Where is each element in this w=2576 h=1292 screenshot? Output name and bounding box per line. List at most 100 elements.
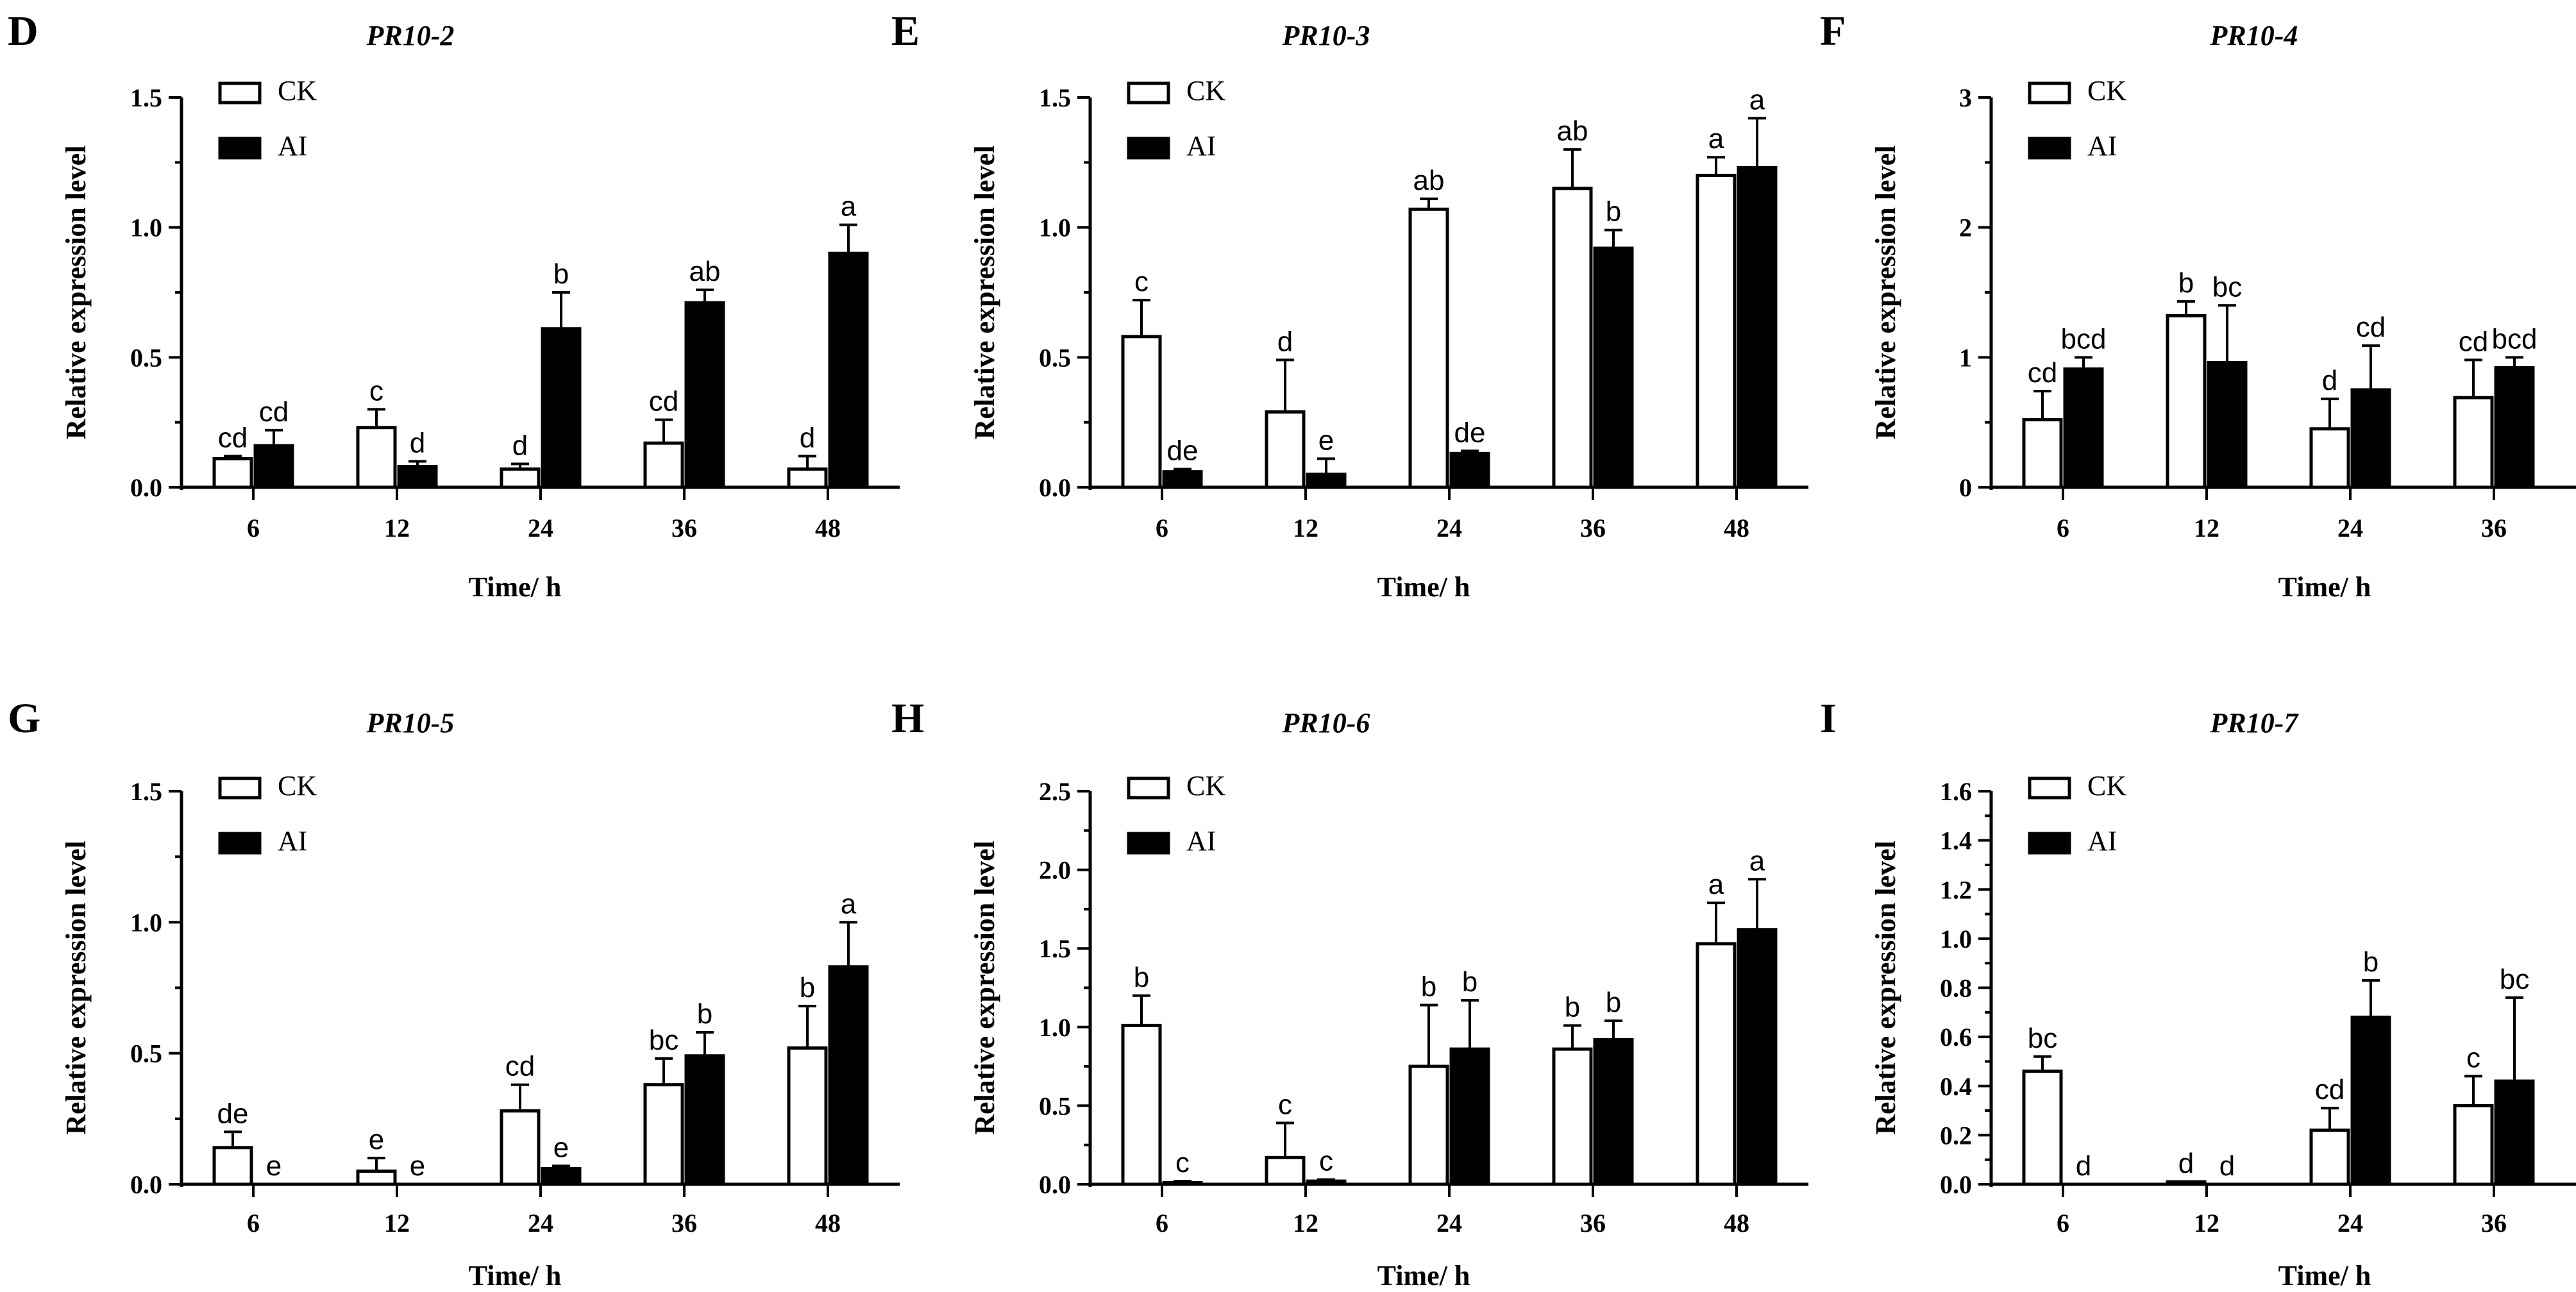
significance-label: b [553,258,569,290]
panel-letter: F [1820,8,1846,55]
bar-ai-24 [1449,451,1490,489]
bar-ai-6 [1162,1181,1203,1186]
significance-label: a [1708,123,1724,155]
bar-ai-36 [684,301,725,489]
x-tick-label: 12 [1293,1209,1318,1237]
significance-label: d [2178,1148,2194,1179]
bar-ck-36 [2453,1103,2494,1186]
bar-ck-12 [356,1170,397,1186]
legend-label: AI [2087,130,2117,162]
x-tick-label: 36 [1580,1209,1606,1237]
x-tick-label: 12 [2194,1209,2219,1237]
significance-label: bcd [2061,323,2107,355]
y-axis-title: Relative expression level [60,146,92,440]
x-tick-label: 12 [384,1209,410,1237]
bar-ck-12 [1265,410,1306,489]
legend-label: CK [2087,770,2126,801]
bar-ai-48 [828,965,869,1186]
panel-title: PR10-4 [2210,20,2298,51]
legend-swatch-ck [2028,81,2071,105]
significance-label: c [369,375,383,407]
x-tick-label: 6 [1156,1209,1168,1237]
significance-label: a [841,888,857,919]
y-tick-label: 0.8 [1940,974,1972,1003]
significance-label: e [1318,424,1334,456]
y-tick-label: 1 [1959,343,1972,372]
y-tick-label: 1.5 [1039,83,1071,112]
bar-ai-12 [1306,473,1347,489]
x-tick-label: 48 [1724,514,1749,542]
y-tick-label: 0.0 [1039,1170,1071,1199]
panel-title: PR10-5 [366,707,455,739]
panel-letter: I [1820,695,1837,742]
x-tick-label: 6 [2057,1209,2069,1237]
x-tick-label: 36 [2481,514,2507,542]
significance-label: b [697,998,712,1030]
significance-label: b [1606,196,1621,228]
significance-label: b [2178,267,2194,299]
legend-label: CK [2087,75,2126,106]
legend-swatch-ai [2028,832,2071,855]
y-tick-label: 0.4 [1940,1072,1972,1101]
y-tick-label: 0.0 [130,1170,162,1199]
bar-ck-6 [1121,335,1162,489]
y-tick-label: 0.6 [1940,1023,1972,1052]
x-axis-title: Time/ h [1377,571,1470,603]
significance-label: b [1565,991,1580,1023]
chart-panel-d: D PR10-2 0.0 0.5 1.0 1.5 6 12 24 36 48 Time/ h Relat… [8,8,900,603]
bar-ck-48 [787,467,828,489]
x-tick-label: 12 [2194,514,2219,542]
bar-ck-48 [1696,942,1737,1186]
chart-panel-i: I PR10-7 0.0 0.2 0.4 0.6 0.8 1.0 1.2 1.4 1.6 6 12 24 3… [1820,695,2576,1291]
bar-ai-36 [684,1054,725,1186]
legend-label: AI [2087,825,2117,857]
legend-label: AI [278,130,307,162]
bar-ai-36 [2494,366,2535,489]
significance-label: cd [218,422,248,453]
y-axis-title: Relative expression level [60,841,92,1135]
x-axis-title: Time/ h [2278,571,2371,603]
significance-label: ab [1413,165,1445,196]
bar-ai-48 [1737,928,1778,1186]
bar-ck-36 [1552,1047,1593,1186]
bar-ai-48 [1737,165,1778,489]
significance-label: c [1134,266,1149,298]
bar-ck-24 [1408,207,1449,489]
significance-label: bc [2500,964,2529,995]
panel-title: PR10-6 [1282,707,1370,739]
y-tick-label: 2.0 [1039,856,1071,885]
chart-panel-e: E PR10-3 0.0 0.5 1.0 1.5 6 12 24 36 48 Time/ h Relat… [891,8,1808,603]
legend-swatch-ck [1127,776,1170,800]
x-tick-label: 36 [1580,514,1606,542]
bar-ai-36 [2494,1079,2535,1186]
y-tick-label: 1.6 [1940,777,1972,806]
legend-label: CK [278,75,317,106]
significance-label: cd [2459,326,2488,357]
legend-swatch-ai [1127,832,1170,855]
x-tick-label: 12 [1293,514,1318,542]
x-axis-title: Time/ h [469,1260,562,1291]
bar-ck-24 [500,1109,541,1186]
y-tick-label: 1.0 [1039,1013,1071,1042]
significance-label: d [800,422,815,453]
bar-ck-6 [212,1146,253,1186]
significance-label: d [1277,326,1293,357]
y-tick-label: 1.0 [130,908,162,937]
y-tick-label: 0.5 [1039,1091,1071,1120]
significance-label: b [800,972,815,1003]
legend-label: AI [1186,825,1216,857]
x-tick-label: 24 [528,514,553,542]
significance-label: b [1462,966,1477,998]
legend-swatch-ck [1127,81,1170,105]
bar-ck-12 [1265,1155,1306,1186]
significance-label: bc [2028,1023,2057,1054]
x-tick-label: 6 [247,514,260,542]
x-tick-label: 6 [2057,514,2069,542]
legend-label: CK [1186,75,1225,106]
y-tick-label: 1.0 [1940,925,1972,953]
significance-label: b [1134,962,1149,993]
bar-ck-12 [2166,1180,2207,1186]
significance-label: d [2076,1150,2091,1182]
bar-ai-36 [1593,1037,1634,1186]
